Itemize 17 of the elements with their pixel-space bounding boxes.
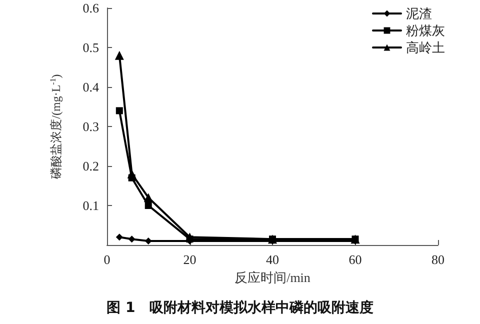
x-axis-title: 反应时间/min bbox=[234, 270, 311, 285]
text: 图 1 吸附材料对模拟水样中磷的吸附速度 bbox=[106, 299, 374, 316]
y-tick-label: 0.4 bbox=[82, 80, 100, 94]
legend-label: 泥渣 bbox=[406, 6, 432, 21]
x-tick-label: 80 bbox=[432, 252, 444, 267]
x-tick-label: 20 bbox=[183, 252, 196, 267]
y-tick-label: 0.6 bbox=[82, 0, 100, 16]
x-tick-label: 40 bbox=[266, 252, 279, 267]
x-tick-label: 60 bbox=[348, 252, 362, 267]
y-tick-label: 0.5 bbox=[82, 40, 99, 55]
y-tick-label: 0.2 bbox=[82, 158, 99, 174]
y-axis-title: 磷酸盐浓度/(mg·L-1) bbox=[48, 74, 63, 180]
x-tick-label: 0 bbox=[104, 252, 110, 267]
y-tick-label: 0.3 bbox=[82, 119, 99, 134]
y-tick-label: 0.1 bbox=[82, 198, 99, 213]
legend-label: 粉煤灰 bbox=[406, 23, 445, 38]
legend-label: 高岭土 bbox=[406, 40, 445, 55]
